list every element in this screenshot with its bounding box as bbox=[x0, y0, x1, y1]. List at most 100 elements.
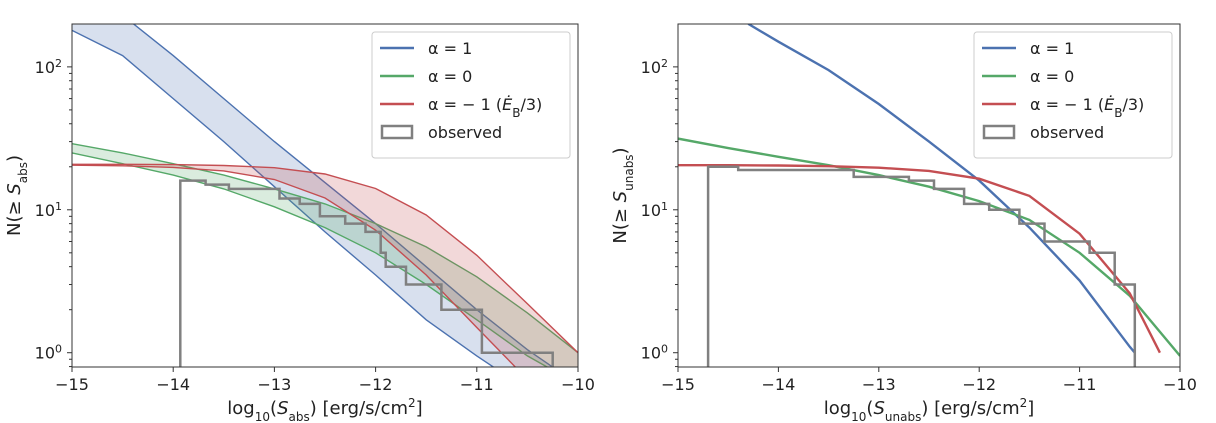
x-axis-label-text: ] bbox=[416, 398, 423, 419]
x-axis-label: log10(Sunabs) [erg/s/cm2] bbox=[824, 396, 1035, 423]
y-tick-base: 10 bbox=[641, 58, 661, 77]
y-tick-label: 100 bbox=[641, 342, 668, 363]
y-tick-exponent: 0 bbox=[661, 342, 668, 355]
legend-entry-label: observed bbox=[1030, 123, 1104, 142]
y-tick-label: 102 bbox=[641, 56, 668, 77]
y-tick-base: 10 bbox=[35, 201, 55, 220]
legend-entry-text: α = 1 bbox=[428, 39, 472, 58]
x-axis-label-subscript: unabs bbox=[885, 410, 921, 423]
x-tick-label: −10 bbox=[1163, 375, 1197, 394]
legend-entry-label: α = − 1 (ĖB/3) bbox=[428, 95, 542, 120]
plot-area bbox=[72, 24, 578, 367]
x-axis-label-paren: ( bbox=[270, 398, 277, 419]
y-tick-base: 10 bbox=[641, 201, 661, 220]
x-axis-label-text: log bbox=[824, 398, 851, 419]
band-lower-line-2 bbox=[72, 164, 517, 367]
legend-entry-text: observed bbox=[1030, 123, 1104, 142]
x-axis-label-subscript: abs bbox=[289, 410, 310, 423]
y-axis-label-text: N(≥ bbox=[4, 195, 25, 236]
x-tick-label: −15 bbox=[661, 375, 695, 394]
x-tick-label: −10 bbox=[561, 375, 595, 394]
x-axis-label-superscript: 2 bbox=[1020, 396, 1028, 410]
legend-entry-label: α = − 1 (ĖB/3) bbox=[1030, 95, 1144, 120]
band-upper-line-2 bbox=[72, 163, 578, 354]
x-axis-label-text: log bbox=[227, 398, 254, 419]
y-tick-exponent: 1 bbox=[55, 199, 62, 212]
y-tick-exponent: 1 bbox=[661, 199, 668, 212]
y-axis-label-text: ) bbox=[4, 155, 25, 162]
y-tick-base: 10 bbox=[641, 344, 661, 363]
y-axis-label-subscript: abs bbox=[16, 162, 30, 183]
y-tick-label: 100 bbox=[35, 342, 62, 363]
legend-entry-label: α = 1 bbox=[428, 39, 472, 58]
band-lower-line-0 bbox=[72, 29, 495, 367]
band-lower-line-1 bbox=[72, 152, 549, 367]
observed-step-line bbox=[706, 165, 1137, 367]
legend-entry-variable: Ė bbox=[502, 95, 513, 114]
x-axis-label-paren: ( bbox=[866, 398, 873, 419]
legend-entry-subscript: B bbox=[512, 106, 520, 120]
x-axis-label-text: ) [erg/s/cm bbox=[310, 398, 408, 419]
model-line-0 bbox=[747, 24, 1136, 354]
band-alpha-2 bbox=[72, 164, 578, 367]
legend-swatch-observed bbox=[380, 124, 414, 140]
legend-entry-subscript: B bbox=[1114, 106, 1122, 120]
y-tick-exponent: 2 bbox=[661, 56, 668, 69]
legend-entry-text: α = − 1 ( bbox=[428, 95, 502, 114]
y-tick-exponent: 2 bbox=[55, 56, 62, 69]
legend-entry-label: α = 0 bbox=[428, 67, 472, 86]
panel-unabs: −15 −14 −13 −12 −11 −10100101102log10(Sunabs)… bbox=[610, 23, 1197, 423]
x-axis-label-subscript: 10 bbox=[255, 410, 270, 423]
legend: α = 1 α = 0 α = − 1 (ĖB/3) observed bbox=[973, 31, 1173, 159]
x-axis-label-variable: S bbox=[277, 398, 288, 419]
legend-entry-label: observed bbox=[428, 123, 502, 142]
legend-entry-text: observed bbox=[428, 123, 502, 142]
x-tick-label: −12 bbox=[359, 375, 393, 394]
plot-area bbox=[678, 24, 1180, 367]
x-tick-label: −14 bbox=[762, 375, 796, 394]
y-axis-label-variable: S bbox=[4, 183, 25, 194]
y-axis-label: N(≥ Sunabs) bbox=[610, 147, 636, 243]
legend-entry-text: α = 0 bbox=[1030, 67, 1074, 86]
y-axis-label-text: N(≥ bbox=[610, 202, 631, 243]
band-upper-line-0 bbox=[132, 24, 554, 367]
x-axis-label-text: ] bbox=[1027, 398, 1034, 419]
band-alpha-1 bbox=[72, 143, 578, 367]
y-tick-exponent: 0 bbox=[55, 342, 62, 355]
legend-entry-text: α = − 1 ( bbox=[1030, 95, 1104, 114]
x-tick-label: −14 bbox=[156, 375, 190, 394]
x-tick-label: −12 bbox=[962, 375, 996, 394]
x-axis-label-text: ) [erg/s/cm bbox=[921, 398, 1019, 419]
legend-entry-text: /3) bbox=[520, 95, 542, 114]
y-tick-base: 10 bbox=[35, 58, 55, 77]
band-upper-line-1 bbox=[72, 143, 578, 354]
y-axis-label-text: ) bbox=[610, 147, 631, 154]
legend-swatch-observed bbox=[982, 124, 1016, 140]
x-tick-label: −13 bbox=[862, 375, 896, 394]
x-tick-label: −11 bbox=[1063, 375, 1097, 394]
legend-entry-text: /3) bbox=[1122, 95, 1144, 114]
legend-box bbox=[371, 31, 571, 159]
observed-step-line bbox=[179, 179, 554, 367]
legend-entry-label: α = 1 bbox=[1030, 39, 1074, 58]
legend-entry-variable: Ė bbox=[1104, 95, 1115, 114]
legend: α = 1 α = 0 α = − 1 (ĖB/3) observed bbox=[371, 31, 571, 159]
x-axis-label-subscript: 10 bbox=[851, 410, 866, 423]
legend-entry-text: α = 1 bbox=[1030, 39, 1074, 58]
axes-frame bbox=[677, 23, 1181, 368]
x-axis-label-superscript: 2 bbox=[408, 396, 416, 410]
y-tick-label: 102 bbox=[35, 56, 62, 77]
legend-box bbox=[973, 31, 1173, 159]
x-axis-label: log10(Sabs) [erg/s/cm2] bbox=[227, 396, 422, 423]
y-tick-label: 101 bbox=[35, 199, 62, 220]
y-axis-label-subscript: unabs bbox=[622, 154, 636, 190]
model-line-1 bbox=[678, 137, 1180, 357]
x-tick-label: −15 bbox=[55, 375, 89, 394]
y-axis-label: N(≥ Sabs) bbox=[4, 155, 30, 236]
x-tick-label: −13 bbox=[258, 375, 292, 394]
axes-frame bbox=[71, 23, 579, 368]
y-axis-label-variable: S bbox=[610, 191, 631, 202]
x-axis-label-variable: S bbox=[873, 398, 884, 419]
